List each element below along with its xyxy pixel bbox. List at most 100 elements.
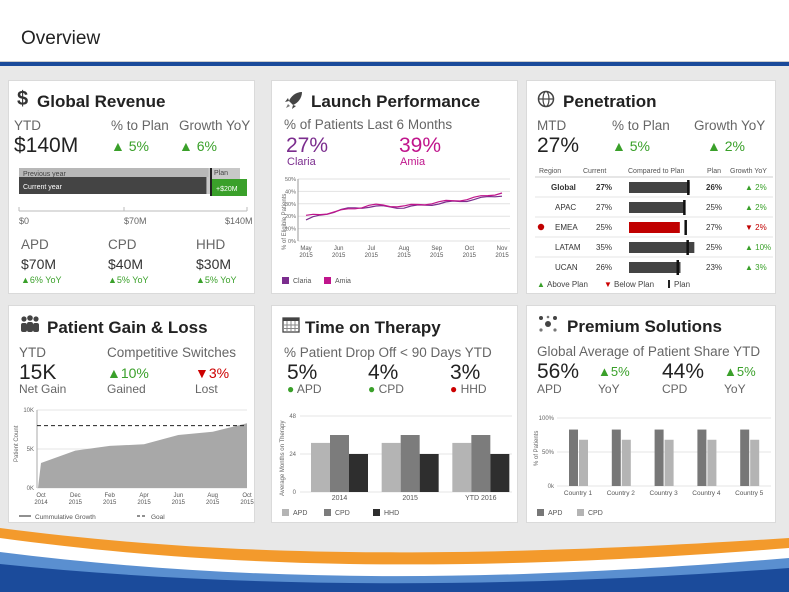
current-cell: 35% (596, 243, 612, 252)
x-tick-label: $0 (19, 216, 29, 226)
growth-cell: ▼ 2% (745, 223, 767, 232)
x-tick-label: YTD 2016 (465, 495, 497, 502)
lost-value-text: 3% (208, 365, 230, 381)
bar-apd (452, 442, 472, 492)
plan-value-text: 5% (629, 138, 650, 154)
y-tick-label: 30% (285, 202, 296, 208)
compared-bar (629, 222, 680, 233)
x-tick-label: Oct (465, 246, 475, 252)
kpi-cpd-yoy: ▲5% (724, 364, 756, 379)
bar-apd (311, 442, 330, 492)
compared-bar (629, 182, 690, 193)
x-tick-label: Nov (497, 246, 508, 252)
card-title: Premium Solutions (567, 317, 722, 336)
x-tick-label: Dec (70, 493, 81, 499)
column-header: Current (583, 168, 606, 175)
x-tick-label: 2014 (332, 495, 348, 502)
patient-gain-loss-card[interactable]: Patient Gain & Loss YTD 15K Net Gain Com… (8, 305, 255, 523)
cpd-yoy: ▲5% YoY (108, 275, 149, 285)
lost-value: ▼3% (195, 365, 230, 381)
y-tick-label: 0k (548, 484, 555, 490)
ytd-label: YTD (19, 345, 46, 360)
legend-swatch-apd (282, 509, 289, 516)
x-tick-label: 2015 (332, 253, 346, 259)
compared-bar (629, 242, 695, 253)
y-axis-label: Average Months on Therapy (280, 421, 286, 497)
x-tick-label: 2014 (34, 500, 48, 506)
x-tick-label: Apr (139, 493, 148, 499)
apd-label: APD (21, 237, 49, 252)
plan-marker (687, 180, 690, 195)
x-tick-label: Feb (104, 493, 115, 499)
launch-performance-card[interactable]: Launch Performance % of Patients Last 6 … (271, 80, 518, 294)
global-revenue-card[interactable]: $ Global Revenue YTD $140M % to Plan ▲ 5… (8, 80, 255, 294)
growth-value-text: 2% (724, 138, 745, 154)
bar-cpd (471, 435, 491, 492)
x-tick-label: 2015 (69, 500, 83, 506)
amia-value: 39% (399, 134, 442, 157)
apd-yoy: ▲6% YoY (21, 275, 62, 285)
bar-apd (654, 429, 664, 486)
alert-dot (537, 223, 545, 231)
card-subtitle: % Patient Drop Off < 90 Days YTD (284, 345, 492, 360)
calendar-icon (282, 317, 300, 333)
card-subtitle: % of Patients Last 6 Months (284, 117, 453, 132)
legend-below-plan-icon: ▼ (604, 280, 612, 289)
x-tick-label: 2015 (402, 495, 418, 502)
plan-cell: 25% (706, 243, 722, 252)
region-cell: UCAN (555, 263, 578, 272)
legend-label-apd: APD (293, 510, 307, 517)
growth-cell: ▲ 2% (745, 183, 767, 192)
plan-marker (684, 220, 687, 235)
kpi-cpd-label: CPD (662, 382, 688, 396)
x-tick-label: Sep (431, 246, 442, 252)
svg-text:$: $ (17, 88, 28, 108)
plan-cell: 23% (706, 263, 722, 272)
hhd-label: HHD (196, 237, 226, 252)
legend-label-claria: Claria (293, 278, 311, 285)
y-tick-label: 24 (289, 452, 296, 458)
bar-apd (697, 429, 707, 486)
x-tick-label: 2015 (172, 500, 186, 506)
y-tick-label: 100% (539, 416, 555, 422)
y-tick-label: 0K (27, 486, 34, 492)
x-tick-label: Country 4 (692, 490, 721, 497)
bar-hhd (419, 454, 439, 492)
legend-plan-marker (668, 280, 670, 288)
kpi-cpd-label: ● CPD (368, 382, 404, 396)
lost-label: Lost (195, 382, 218, 396)
bar-cpd (330, 435, 349, 492)
series-line-amia (305, 192, 503, 216)
time-on-therapy-card[interactable]: Time on Therapy % Patient Drop Off < 90 … (271, 305, 518, 523)
amia-label: Amia (400, 156, 426, 168)
card-title: Patient Gain & Loss (47, 318, 208, 337)
current-cell: 25% (596, 223, 612, 232)
footer-wave-decoration (0, 524, 789, 592)
bar-apd (381, 442, 401, 492)
card-title: Time on Therapy (305, 318, 441, 337)
x-tick-label: Country 1 (564, 490, 593, 497)
current-cell: 27% (596, 183, 612, 192)
legend-label-growth: Cummulative Growth (35, 514, 96, 521)
plan-value: ▲ 5% (111, 138, 149, 154)
plan-cell: 25% (706, 203, 722, 212)
plan-marker (683, 200, 686, 215)
bar-cpd (400, 435, 420, 492)
kpi-apd-label: ● APD (287, 382, 322, 396)
kpi-hhd-label: ● HHD (450, 382, 487, 396)
people-icon (21, 315, 39, 332)
x-tick-label: 2015 (463, 253, 477, 259)
plan-value-text: 5% (128, 138, 149, 154)
globe-icon (537, 90, 555, 108)
y-tick-label: 10% (285, 227, 296, 233)
cumulative-growth-area (38, 423, 247, 488)
x-tick-label: Oct (36, 493, 46, 499)
card-title: Penetration (563, 92, 657, 111)
x-tick-label: Jun (334, 246, 344, 252)
current-cell: 27% (596, 203, 612, 212)
cpd-yoy-text: 5% YoY (116, 275, 149, 285)
premium-solutions-card[interactable]: Premium Solutions Global Average of Pati… (526, 305, 776, 523)
plan-marker-label: Plan (214, 170, 228, 177)
penetration-card[interactable]: Penetration MTD 27% % to Plan ▲ 5% Growt… (526, 80, 776, 294)
column-header: Plan (707, 168, 721, 175)
